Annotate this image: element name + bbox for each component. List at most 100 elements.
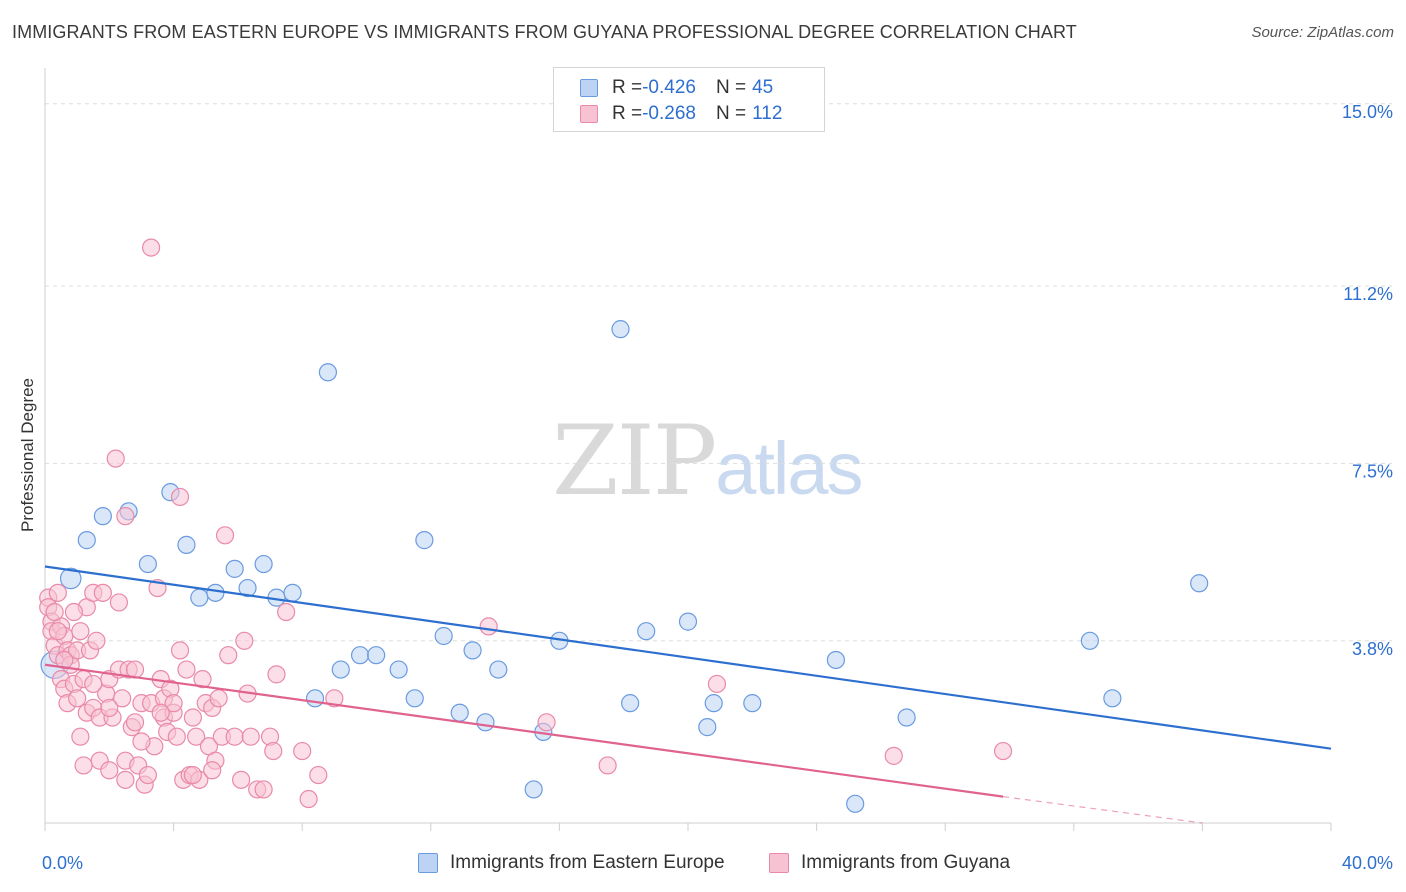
data-point-guyana (113, 689, 132, 708)
data-point-guyana (232, 770, 251, 789)
data-point-guyana (138, 765, 157, 785)
data-point-guyana (132, 732, 151, 751)
y-tick-label: 15.0% (1342, 102, 1393, 122)
data-point-guyana (215, 526, 235, 545)
correlation-legend: R = -0.426 N = 45 R = -0.268 N = 112 (553, 67, 825, 132)
data-point-guyana (177, 660, 196, 679)
data-point-eastern-europe (238, 578, 257, 598)
r-label: R = (612, 103, 643, 124)
data-point-guyana (48, 622, 67, 641)
data-point-guyana (74, 756, 93, 775)
data-point-eastern-europe (138, 554, 157, 574)
data-point-eastern-europe (450, 703, 469, 722)
data-point-guyana (254, 780, 273, 799)
legend-label: Immigrants from Guyana (801, 852, 1011, 873)
r-value: -0.426 (642, 77, 696, 98)
data-point-eastern-europe (621, 694, 640, 713)
pink-swatch (580, 105, 598, 123)
legend-item-eastern-europe: Immigrants from Eastern Europe (418, 852, 725, 874)
data-point-guyana (267, 665, 286, 684)
data-point-guyana (141, 238, 161, 257)
data-point-guyana (193, 670, 212, 689)
blue-swatch (418, 853, 438, 873)
data-point-eastern-europe (1080, 631, 1099, 650)
watermark: ZIPatlas (552, 405, 864, 517)
blue-swatch (580, 79, 598, 97)
data-point-eastern-europe (611, 320, 630, 339)
data-point-eastern-europe (59, 567, 82, 590)
data-point-eastern-europe (206, 583, 225, 602)
data-point-guyana (116, 507, 135, 526)
data-point-guyana (187, 727, 206, 746)
data-point-guyana (209, 689, 228, 708)
data-point-guyana (170, 641, 190, 660)
data-point-eastern-europe (389, 660, 408, 679)
n-value: 112 (752, 103, 783, 124)
data-point-guyana (183, 708, 202, 727)
data-point-guyana (68, 689, 87, 708)
n-value: 45 (752, 77, 774, 98)
data-point-eastern-europe (743, 694, 762, 713)
data-point-guyana (116, 770, 135, 789)
data-point-eastern-europe (405, 689, 424, 708)
data-point-eastern-europe (177, 535, 196, 554)
trend-line-guyana (44, 663, 1004, 798)
data-point-eastern-europe (93, 507, 112, 526)
data-point-guyana (71, 727, 90, 746)
data-point-guyana (183, 765, 202, 785)
data-point-eastern-europe (826, 650, 845, 670)
data-point-eastern-europe (415, 531, 434, 550)
data-point-eastern-europe (367, 646, 386, 665)
data-point-guyana (293, 741, 312, 761)
data-point-guyana (309, 765, 328, 785)
data-point-guyana (170, 487, 190, 507)
watermark-atlas: atlas (715, 427, 863, 510)
legend-label: Immigrants from Eastern Europe (450, 852, 725, 873)
data-point-guyana (87, 631, 106, 650)
y-tick-label: 7.5% (1352, 461, 1393, 481)
n-label: N = (715, 103, 747, 124)
r-label: R = (612, 77, 643, 98)
data-point-eastern-europe (254, 554, 273, 574)
data-point-guyana (151, 703, 170, 722)
data-point-eastern-europe (637, 622, 656, 641)
data-point-guyana (479, 617, 498, 636)
data-point-guyana (235, 631, 254, 650)
data-point-eastern-europe (190, 588, 209, 607)
data-point-eastern-europe (476, 713, 495, 732)
data-point-guyana (106, 449, 125, 468)
series-legend: Immigrants from Eastern Europe Immigrant… (0, 852, 1406, 878)
x-tick-label: 0.0% (42, 853, 83, 873)
source-credit: Source: ZipAtlas.com (1251, 24, 1394, 41)
legend-row-guyana: R = -0.268 N = 112 (580, 101, 782, 127)
data-point-guyana (225, 727, 244, 746)
data-point-eastern-europe (489, 660, 508, 679)
data-point-guyana (203, 761, 222, 780)
pink-swatch (769, 853, 789, 873)
data-point-guyana (45, 602, 64, 622)
data-point-eastern-europe (897, 708, 916, 727)
data-point-eastern-europe (704, 694, 723, 713)
data-point-eastern-europe (678, 612, 698, 631)
data-point-guyana (277, 602, 296, 622)
n-label: N = (715, 77, 747, 98)
data-point-eastern-europe (305, 689, 325, 708)
data-point-eastern-europe (350, 646, 370, 665)
data-point-eastern-europe (524, 780, 543, 799)
data-point-guyana (325, 689, 344, 708)
r-value: -0.268 (642, 103, 696, 124)
y-tick-label: 11.2% (1343, 284, 1393, 304)
data-point-eastern-europe (1190, 574, 1209, 593)
data-point-guyana (264, 741, 283, 761)
data-point-guyana (100, 761, 119, 780)
data-point-eastern-europe (318, 363, 338, 382)
data-point-guyana (93, 583, 112, 602)
data-point-eastern-europe (846, 794, 865, 813)
data-point-guyana (100, 698, 119, 718)
data-point-guyana (64, 602, 84, 622)
data-point-eastern-europe (225, 559, 244, 578)
chart-title: IMMIGRANTS FROM EASTERN EUROPE VS IMMIGR… (12, 22, 1077, 42)
data-point-guyana (167, 727, 186, 746)
data-point-eastern-europe (463, 641, 482, 660)
